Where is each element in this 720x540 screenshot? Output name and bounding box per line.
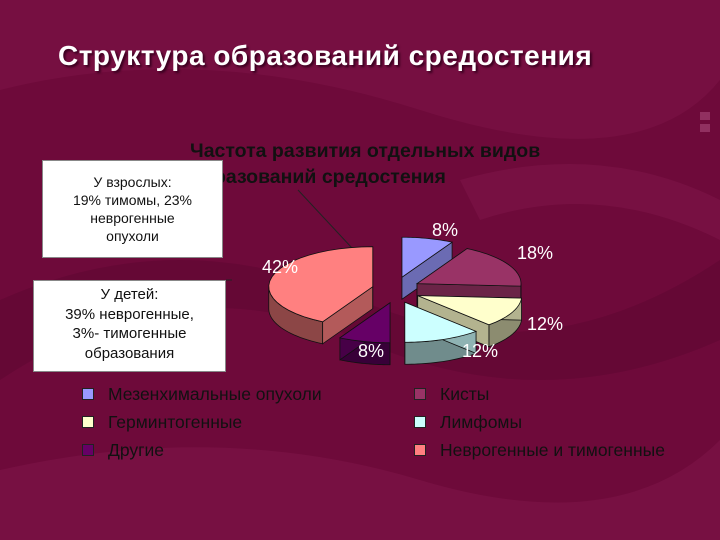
pie-data-label: 18%	[517, 243, 553, 263]
legend-item: Лимфомы	[414, 410, 522, 434]
children-note-heading: У детей:	[100, 286, 159, 303]
pie-slice	[268, 246, 374, 345]
pie-slice-top	[404, 301, 478, 343]
legend-swatch	[414, 388, 426, 400]
pie-slice	[404, 301, 478, 365]
adults-note-heading: У взрослых:	[93, 174, 172, 190]
legend-swatch	[82, 444, 94, 456]
legend-label: Неврогенные и тимогенные	[440, 439, 665, 460]
legend-swatch	[82, 388, 94, 400]
adults-note-box: У взрослых: 19% тимомы, 23% неврогенные …	[42, 160, 223, 258]
pie-slice-top	[338, 302, 391, 344]
adults-note-line: неврогенные	[90, 210, 175, 226]
pie-data-label: 8%	[432, 220, 458, 240]
legend-label: Кисты	[440, 383, 490, 404]
legend-item: Кисты	[414, 382, 489, 406]
pie-slice-top	[401, 236, 454, 278]
pie-data-label: 12%	[527, 314, 563, 334]
pie-data-label: 8%	[358, 341, 384, 361]
pie-slice-top	[417, 295, 522, 326]
pie-data-label: 12%	[462, 341, 498, 361]
pie-labels: 8% 18% 12% 12% 8% 42%	[262, 220, 563, 361]
adults-note-line: 19% тимомы, 23%	[72, 192, 193, 208]
legend-item: Другие	[82, 438, 164, 462]
pie-slice-top	[268, 246, 374, 323]
callout-line-adults	[297, 189, 353, 249]
adults-note-line: опухоли	[106, 228, 159, 244]
pie-slices	[268, 236, 522, 366]
legend-item: Неврогенные и тимогенные	[414, 438, 665, 462]
legend-swatch	[414, 444, 426, 456]
legend-label: Мезенхимальные опухоли	[108, 383, 322, 404]
pie-slice	[415, 247, 522, 309]
legend-swatch	[414, 416, 426, 428]
slide-title: Структура образований средостения	[58, 40, 593, 71]
chart-legend: Мезенхимальные опухоли Кисты Герминтогенны…	[82, 382, 702, 466]
pie-slice	[338, 302, 391, 366]
children-note-line: образования	[84, 344, 175, 362]
legend-label: Лимфомы	[440, 411, 523, 432]
children-note-line: 39% неврогенные,	[65, 305, 194, 323]
legend-item: Герминтогенные	[82, 410, 242, 434]
legend-label: Другие	[108, 439, 165, 460]
legend-label: Герминтогенные	[108, 411, 243, 432]
pie-slice-top	[415, 248, 522, 287]
children-note-line: 3%- тимогенные	[72, 325, 187, 342]
chart-title: Частота развития отдельных видов образов…	[190, 138, 590, 190]
legend-swatch	[82, 416, 94, 428]
legend-item: Мезенхимальные опухоли	[82, 382, 322, 406]
children-note-box: У детей: 39% неврогенные, 3%- тимогенные…	[33, 280, 226, 372]
pie-data-label: 42%	[262, 257, 298, 277]
chart-title-line-2: образований средостения	[190, 166, 446, 188]
chart-title-line-1: Частота развития отдельных видов	[190, 140, 541, 162]
